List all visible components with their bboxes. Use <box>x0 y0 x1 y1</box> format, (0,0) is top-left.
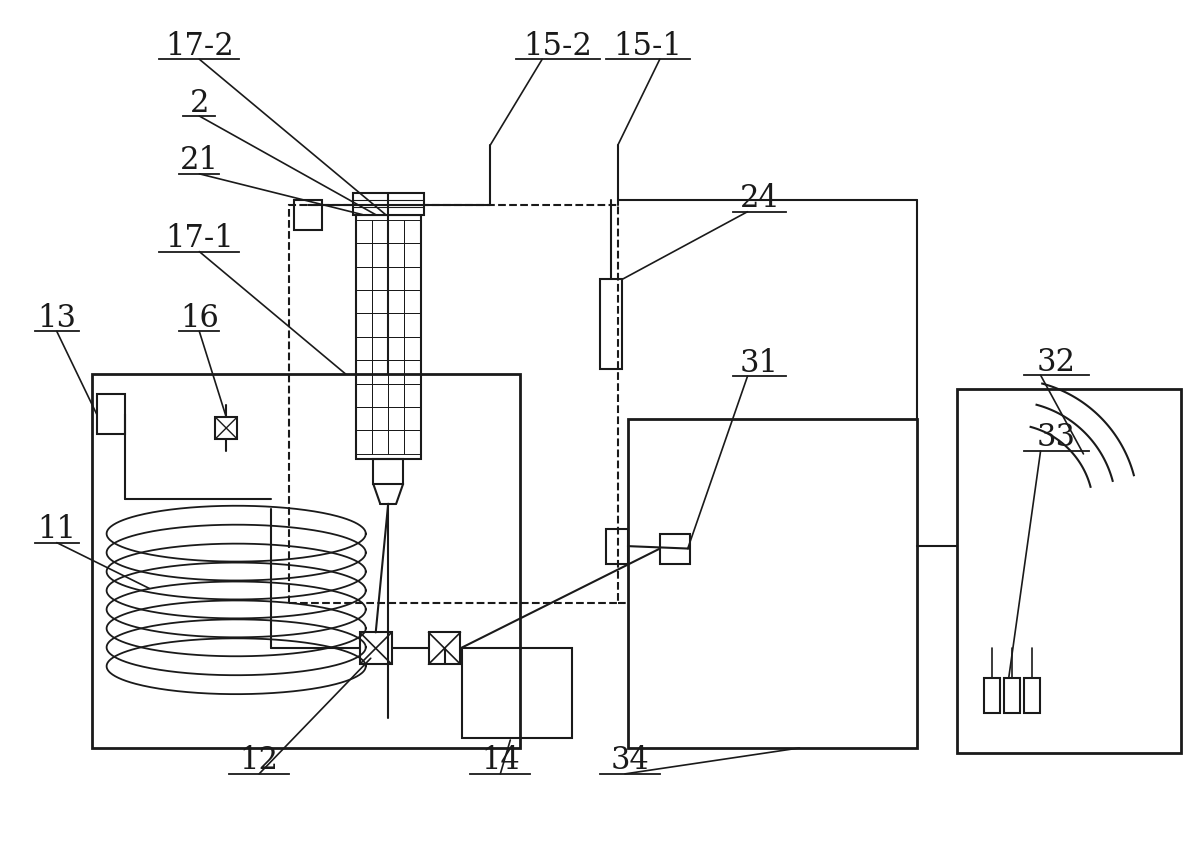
Text: 21: 21 <box>179 146 219 177</box>
Bar <box>389 314 404 338</box>
Bar <box>372 431 389 455</box>
Text: 34: 34 <box>611 745 650 776</box>
Bar <box>356 215 421 460</box>
Bar <box>404 291 421 314</box>
Bar <box>356 267 372 291</box>
Bar <box>404 244 421 267</box>
Bar <box>215 418 237 439</box>
Bar <box>428 633 461 665</box>
Bar <box>389 220 404 244</box>
Bar <box>372 220 389 244</box>
Bar <box>372 384 389 407</box>
Bar <box>356 384 372 407</box>
Bar <box>389 244 404 267</box>
Bar <box>389 291 404 314</box>
Bar <box>1024 678 1039 713</box>
Bar <box>356 220 372 244</box>
Bar <box>389 384 404 407</box>
Bar <box>372 267 389 291</box>
Bar <box>404 361 421 384</box>
Bar <box>404 220 421 244</box>
Bar <box>289 206 618 604</box>
Bar <box>356 244 372 267</box>
Text: 12: 12 <box>239 745 279 776</box>
Bar <box>372 244 389 267</box>
Bar <box>462 648 573 738</box>
Text: 15-2: 15-2 <box>523 31 593 62</box>
Text: 17-2: 17-2 <box>165 31 233 62</box>
Bar <box>372 361 389 384</box>
Bar <box>659 534 689 564</box>
Bar <box>294 201 322 231</box>
Bar <box>372 314 389 338</box>
Bar <box>389 267 404 291</box>
Bar <box>356 361 372 384</box>
Bar <box>1003 678 1020 713</box>
Bar <box>389 338 404 361</box>
Bar <box>356 407 372 431</box>
Bar <box>352 194 423 215</box>
Bar <box>404 384 421 407</box>
Text: 17-1: 17-1 <box>165 223 233 254</box>
Bar <box>91 375 520 748</box>
Bar <box>600 280 622 369</box>
Bar <box>372 407 389 431</box>
Bar <box>984 678 1000 713</box>
Text: 31: 31 <box>740 347 780 378</box>
Bar <box>372 291 389 314</box>
Bar <box>96 394 125 435</box>
Text: 24: 24 <box>740 183 778 214</box>
Bar <box>373 460 403 484</box>
Bar <box>356 314 372 338</box>
Bar <box>404 267 421 291</box>
Text: 33: 33 <box>1037 422 1075 453</box>
Bar <box>360 633 392 665</box>
Text: 13: 13 <box>37 302 76 333</box>
Text: 11: 11 <box>37 513 76 544</box>
Bar <box>389 407 404 431</box>
Bar <box>404 431 421 455</box>
Bar <box>356 291 372 314</box>
Bar <box>956 390 1181 753</box>
Bar <box>606 529 628 564</box>
Bar <box>404 314 421 338</box>
Text: 15-1: 15-1 <box>614 31 682 62</box>
Bar <box>372 338 389 361</box>
Bar <box>356 431 372 455</box>
Bar <box>389 431 404 455</box>
Bar <box>404 407 421 431</box>
Text: 16: 16 <box>180 302 219 333</box>
Text: 32: 32 <box>1037 346 1075 377</box>
Text: 14: 14 <box>481 745 520 776</box>
Bar <box>404 338 421 361</box>
Text: 2: 2 <box>190 88 209 119</box>
Bar <box>389 361 404 384</box>
Bar <box>628 419 917 748</box>
Bar <box>356 338 372 361</box>
